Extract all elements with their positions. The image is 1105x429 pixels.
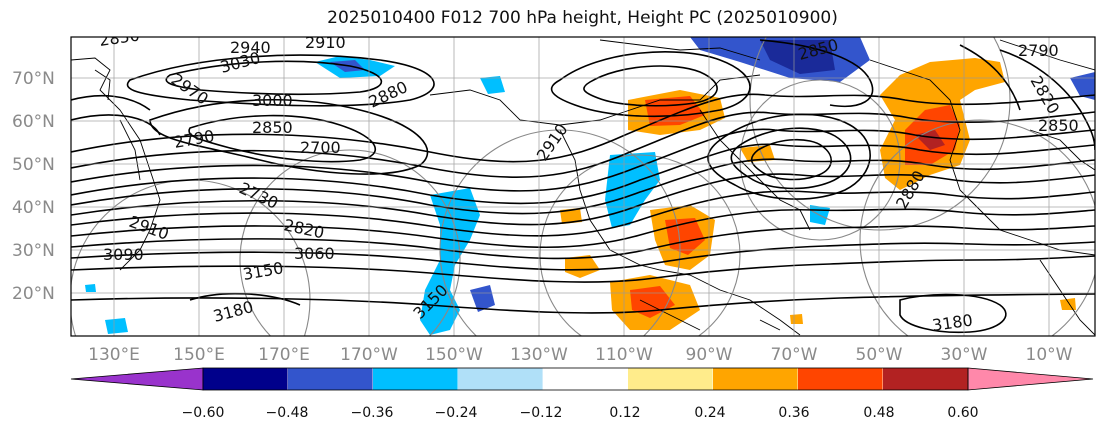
colorbar-tick-label: 0.48 (863, 405, 894, 421)
colorbar-outline (202, 367, 969, 391)
lon-label: 70°W (771, 345, 818, 365)
lon-label: 170°W (340, 345, 398, 365)
colorbar-tick-label: 0.24 (694, 405, 725, 421)
colorbar-tick-label: −0.12 (520, 405, 563, 421)
colorbar-swatch (628, 368, 713, 390)
colorbar-swatch (543, 368, 628, 390)
colorbar-tick-label: 0.60 (947, 405, 978, 421)
contour-label: 3000 (252, 91, 293, 110)
graticule (71, 37, 1095, 336)
lon-label: 150°W (425, 345, 483, 365)
colorbar-swatch (203, 368, 288, 390)
colorbar-tick-label: −0.24 (435, 405, 478, 421)
colorbar (70, 367, 1094, 391)
contour-label: 2910 (305, 33, 346, 52)
lon-label: 10°W (1026, 345, 1073, 365)
lon-label: 30°W (941, 345, 988, 365)
colorbar-swatch (288, 368, 373, 390)
contour-label: 2790 (1018, 41, 1059, 60)
colorbar-extend-high (967, 367, 1094, 391)
colorbar-tick-label: 0.12 (609, 405, 640, 421)
contour-label: 2700 (300, 138, 341, 157)
lon-label: 130°W (510, 345, 568, 365)
colorbar-tick-label: 0.36 (778, 405, 809, 421)
colorbar-tick-labels: −0.60 −0.48 −0.36 −0.24 −0.12 0.12 0.24 … (182, 405, 979, 421)
lon-label: 50°W (856, 345, 903, 365)
longitude-axis: 130°E 150°E 170°E 170°W 150°W 130°W 110°… (88, 345, 1073, 365)
contour-label: 3060 (294, 244, 335, 263)
lon-label: 150°E (173, 345, 225, 365)
contour-label: 2940 (230, 38, 271, 57)
colorbar-swatch (798, 368, 883, 390)
height-contours (71, 39, 1095, 334)
map-frame (70, 36, 1096, 337)
colorbar-extend-low (70, 367, 204, 391)
contour-label: 3090 (103, 245, 144, 264)
colorbar-swatch (373, 368, 458, 390)
latitude-axis: 70°N 60°N 50°N 40°N 30°N 20°N (12, 69, 55, 304)
colorbar-swatch (883, 368, 968, 390)
lon-label: 130°E (88, 345, 140, 365)
lat-label-30n: 30°N (12, 241, 55, 261)
lon-label: 110°W (595, 345, 653, 365)
contour-label: 2850 (1038, 116, 1079, 135)
map-title: 2025010400 F012 700 hPa height, Height P… (327, 8, 838, 28)
contour-label: 2850 (252, 118, 293, 137)
lat-label-70n: 70°N (12, 69, 55, 89)
lat-label-50n: 50°N (12, 155, 55, 175)
colorbar-swatch (713, 368, 798, 390)
colorbar-tick-label: −0.60 (182, 405, 225, 421)
lat-label-20n: 20°N (12, 284, 55, 304)
lon-label: 90°W (686, 345, 733, 365)
colorbar-tick-label: −0.36 (351, 405, 394, 421)
colorbar-swatch (458, 368, 543, 390)
colorbar-tick-label: −0.48 (266, 405, 309, 421)
lon-label: 170°E (258, 345, 310, 365)
lat-label-40n: 40°N (12, 198, 55, 218)
lat-label-60n: 60°N (12, 112, 55, 132)
